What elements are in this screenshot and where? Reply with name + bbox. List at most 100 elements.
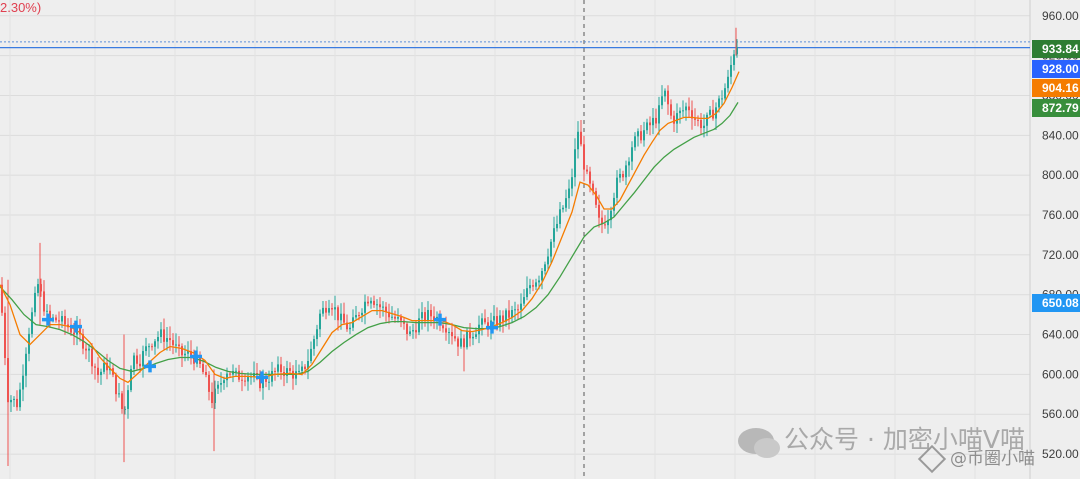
- candle-body: [55, 317, 57, 321]
- candle-body: [178, 344, 180, 347]
- signal-marker: [70, 320, 82, 333]
- candle-body: [46, 310, 48, 312]
- candle-body: [685, 106, 687, 111]
- candle-body: [733, 54, 735, 65]
- candle-body: [187, 350, 189, 354]
- candle-body: [25, 353, 27, 376]
- y-tick-label: 720.00: [1042, 248, 1079, 262]
- candle-body: [61, 316, 63, 322]
- candle-body: [691, 110, 693, 119]
- candle-body: [343, 313, 345, 323]
- price-tag: [1032, 99, 1080, 117]
- candle-body: [523, 297, 525, 304]
- candle-body: [712, 109, 714, 119]
- candle-body: [16, 398, 18, 408]
- candle-body: [604, 224, 606, 226]
- candle-body: [223, 380, 225, 384]
- candle-body: [688, 106, 690, 111]
- y-tick-label: 800.00: [1042, 168, 1079, 182]
- candle-body: [19, 389, 21, 408]
- candle-body: [334, 307, 336, 310]
- price-tag: [1032, 60, 1080, 78]
- candle-body: [94, 366, 96, 368]
- candle-body: [706, 114, 708, 126]
- candle-body: [448, 332, 450, 334]
- candle-body: [460, 338, 462, 347]
- y-tick-label: 640.00: [1042, 328, 1079, 342]
- candle-body: [340, 313, 342, 321]
- candle-body: [532, 285, 534, 287]
- candle-body: [709, 109, 711, 115]
- candle-body: [727, 76, 729, 89]
- candle-body: [454, 336, 456, 339]
- candle-body: [649, 122, 651, 126]
- candle-body: [298, 370, 300, 372]
- candle-body: [472, 336, 474, 339]
- candle-body: [217, 384, 219, 389]
- candle-body: [652, 117, 654, 126]
- candle-body: [700, 119, 702, 129]
- candle-body: [502, 315, 504, 322]
- candle-body: [280, 364, 282, 373]
- candle-body: [310, 348, 312, 361]
- y-tick-label: 840.00: [1042, 128, 1079, 142]
- candle-body: [694, 118, 696, 120]
- ma-fast-line: [0, 71, 740, 384]
- signal-marker: [256, 371, 268, 384]
- candle-body: [391, 316, 393, 318]
- candle-body: [577, 131, 579, 150]
- candle-body: [451, 332, 453, 337]
- candle-body: [406, 323, 408, 334]
- candle-body: [421, 312, 423, 319]
- candle-body: [235, 370, 237, 372]
- candle-body: [505, 310, 507, 322]
- candle-body: [364, 301, 366, 313]
- candle-body: [418, 318, 420, 333]
- candle-body: [100, 371, 102, 376]
- candle-body: [607, 220, 609, 226]
- candle-body: [208, 374, 210, 392]
- candle-body: [514, 309, 516, 311]
- candle-body: [172, 340, 174, 346]
- candle-body: [10, 399, 12, 403]
- candle-body: [385, 306, 387, 312]
- candle-body: [664, 90, 666, 97]
- candle-body: [622, 173, 624, 178]
- candle-body: [328, 308, 330, 313]
- candle-body: [58, 320, 60, 322]
- candle-body: [256, 372, 258, 375]
- candle-body: [526, 288, 528, 298]
- candle-body: [226, 373, 228, 381]
- candle-body: [529, 285, 531, 289]
- candle-body: [568, 188, 570, 199]
- candle-body: [556, 223, 558, 229]
- candle-body: [148, 346, 150, 348]
- candle-body: [730, 64, 732, 77]
- candle-body: [4, 312, 6, 359]
- candle-body: [466, 330, 468, 348]
- wechat-icon: [738, 428, 780, 458]
- candle-body: [157, 336, 159, 342]
- candle-body: [151, 346, 153, 348]
- candle-body: [658, 105, 660, 124]
- candle-body: [289, 368, 291, 371]
- candle-body: [379, 304, 381, 308]
- candle-body: [724, 88, 726, 99]
- candle-body: [49, 310, 51, 319]
- candle-body: [247, 376, 249, 382]
- candle-body: [400, 317, 402, 321]
- candle-body: [721, 98, 723, 100]
- candle-body: [736, 47, 738, 55]
- candle-body: [382, 306, 384, 308]
- candle-body: [703, 125, 705, 129]
- candle-body: [190, 350, 192, 356]
- candle-body: [73, 332, 75, 335]
- candle-body: [559, 209, 561, 224]
- candle-body: [64, 316, 66, 325]
- candle-body: [682, 110, 684, 112]
- candle-body: [136, 355, 138, 364]
- candle-body: [193, 355, 195, 364]
- candle-body: [508, 310, 510, 318]
- candle-body: [37, 284, 39, 293]
